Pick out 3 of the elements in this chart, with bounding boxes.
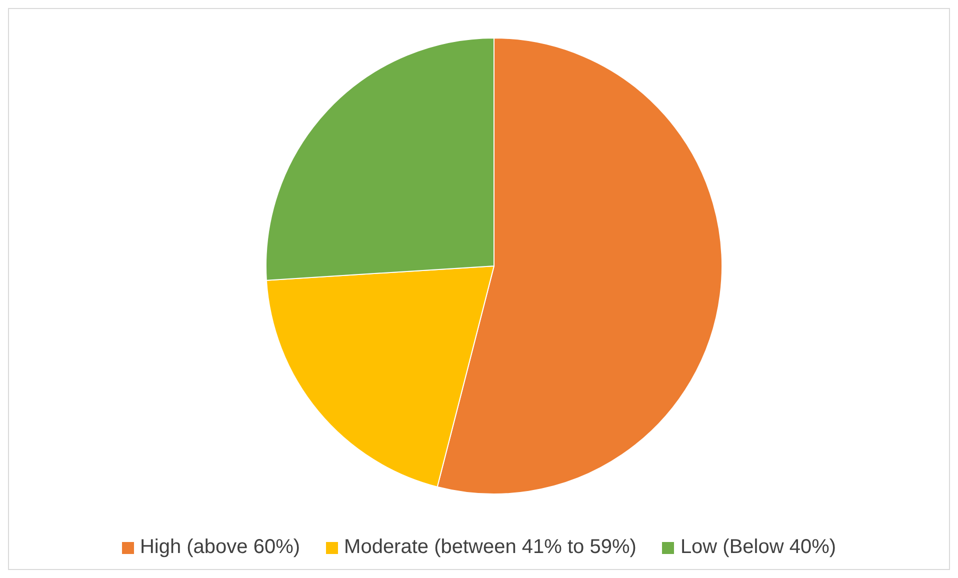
legend-label: High (above 60%): [140, 536, 300, 559]
legend-label: Moderate (between 41% to 59%): [344, 536, 636, 559]
legend-label: Low (Below 40%): [680, 536, 836, 559]
